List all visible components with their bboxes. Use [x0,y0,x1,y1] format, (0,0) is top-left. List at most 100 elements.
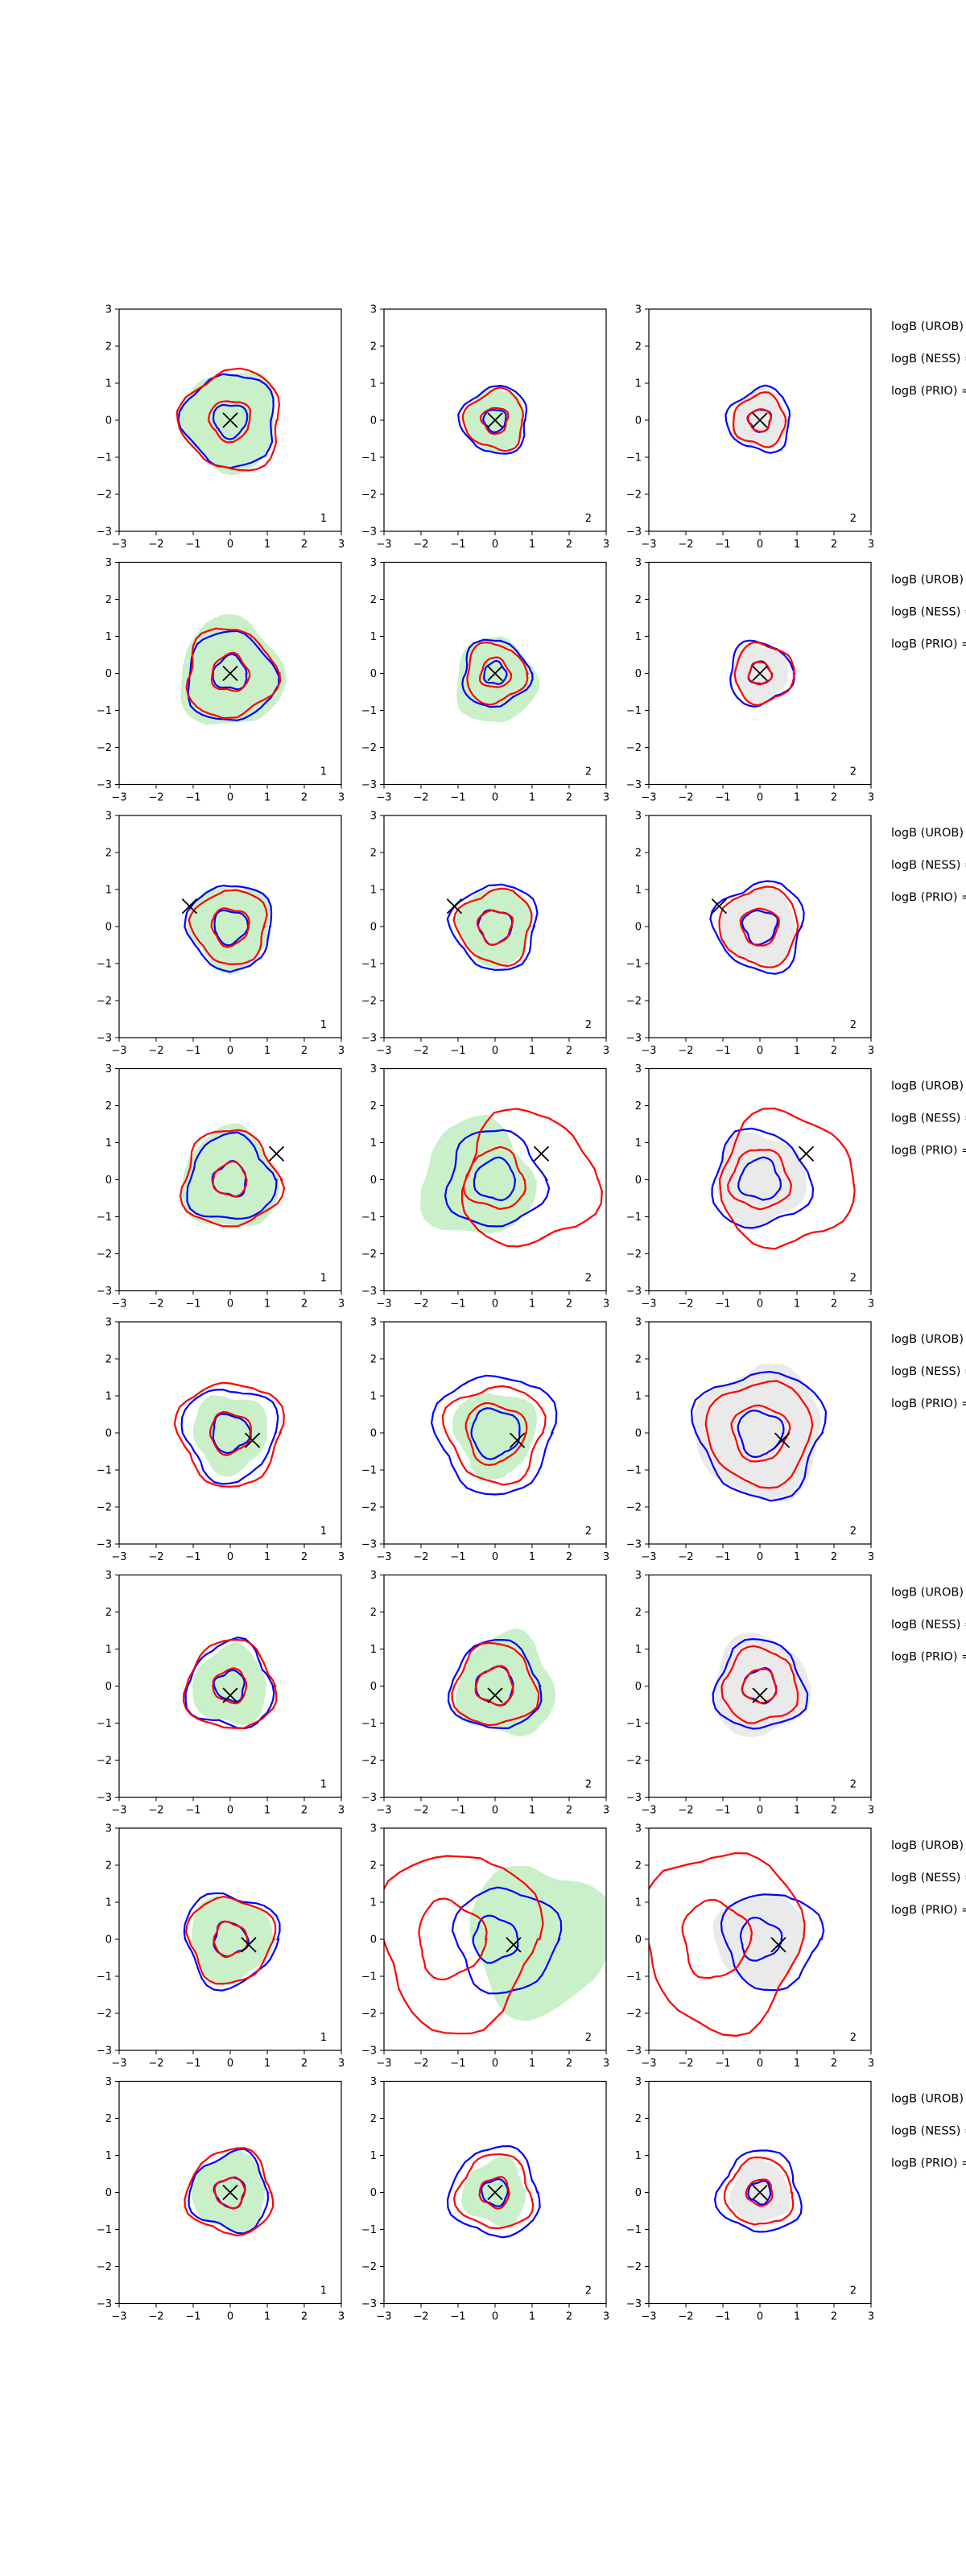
logb-urob-label: logB (UROB) [891,1587,964,1600]
blue-contour [184,884,273,973]
panel-index-label: 1 [320,1273,327,1285]
x-tick-label: 0 [492,1805,498,1817]
x-tick-label: 3 [338,539,345,551]
panel-index-label: 2 [585,1525,592,1538]
x-tick-label: −2 [678,539,693,551]
x-tick-label: 3 [868,792,874,804]
logb-ness-label: logB (NESS) = [891,2125,966,2138]
panel-index-label: 2 [585,2032,592,2044]
red-contour [681,1898,753,1979]
x-tick-label: −2 [148,2311,163,2323]
x-tick-label: 0 [492,2058,498,2070]
red-contour [461,386,525,452]
y-tick-label: −3 [626,779,642,791]
y-tick-label: 0 [370,668,377,680]
logb-ness-label: logB (NESS) = [891,859,966,872]
y-tick-label: −3 [97,1792,112,1804]
logb-ness-label: logB (NESS) = [891,1113,966,1125]
x-tick-label: −3 [376,1805,391,1817]
y-tick-label: 0 [105,2187,112,2199]
panel-r6-c1: −3 −2 −1 0 1 2 3 −3 −2 −1 0 1 2 3 1 [97,1570,345,1817]
x-tick-label: −3 [641,539,656,551]
x-tick-label: 1 [264,1551,270,1563]
y-tick-label: −1 [626,2224,642,2236]
panel-index-label: 2 [850,1525,857,1538]
x-tick-label: −2 [148,1298,163,1311]
red-contour [184,2147,275,2237]
red-contour [207,400,252,444]
logb-prio-label: logB (PRIO) = [891,638,966,651]
y-tick-label: 2 [105,1354,112,1366]
y-tick-label: 0 [370,1428,377,1440]
blue-contour [481,2178,510,2207]
x-tick-label: −3 [111,1805,126,1817]
x-tick-label: 1 [794,539,800,551]
x-tick-label: 0 [227,539,233,551]
x-tick-label: 2 [301,1805,308,1817]
panel-r4-c1: −3 −2 −1 0 1 2 3 −3 −2 −1 0 1 2 3 1 [97,1063,345,1311]
x-tick-label: −3 [376,539,391,551]
x-tick-label: −1 [185,792,200,804]
x-tick-label: −3 [641,792,656,804]
y-tick-label: −1 [361,2224,377,2236]
x-tick-label: −3 [111,1551,126,1563]
x-tick-label: −1 [185,1045,200,1057]
red-contour [185,627,282,720]
x-tick-label: −1 [715,1045,730,1057]
y-tick-label: 2 [105,1100,112,1113]
red-contour [460,1108,603,1248]
x-tick-label: 1 [264,539,270,551]
true-value-marker [446,898,463,914]
y-tick-label: −2 [361,996,377,1008]
blue-contour [457,384,528,455]
y-tick-label: 3 [635,1317,642,1329]
x-tick-label: 0 [227,2311,233,2323]
panel-index-label: 2 [585,2285,592,2297]
x-tick-label: −3 [376,1045,391,1057]
blue-contour [186,1131,278,1220]
logb-urob-label: logB (UROB) [891,1333,964,1346]
panel-r7-c3: −3 −2 −1 0 1 2 3 −3 −2 −1 0 1 2 3 2 [626,1823,874,2070]
y-tick-label: −2 [97,489,112,502]
x-tick-label: 3 [338,2311,345,2323]
panel-index-label: 1 [320,1019,327,1031]
x-tick-label: −1 [185,1805,200,1817]
x-tick-label: 2 [566,539,572,551]
y-tick-label: 1 [105,1897,112,1909]
row-3-logb-labels: logB (UROB) logB (NESS) = logB (PRIO) = [891,827,966,904]
y-tick-label: −3 [361,1792,377,1804]
y-tick-label: 0 [105,415,112,427]
y-tick-label: −1 [361,1971,377,1984]
true-value-marker [241,1937,257,1953]
y-tick-label: −1 [361,452,377,464]
panel-index-label: 2 [585,766,592,778]
x-tick-label: 2 [566,792,572,804]
x-tick-label: 0 [492,1298,498,1311]
x-tick-label: 2 [831,2058,837,2070]
y-tick-label: −2 [97,742,112,754]
y-tick-label: 2 [635,1860,642,1872]
y-tick-label: −2 [626,1249,642,1261]
red-contour [730,1404,791,1463]
x-tick-label: −1 [185,1551,200,1563]
x-tick-label: 2 [831,2311,837,2323]
y-tick-label: 0 [105,1174,112,1187]
x-tick-label: 0 [757,2058,763,2070]
x-tick-label: 2 [566,1045,572,1057]
x-tick-label: 0 [227,792,233,804]
y-tick-label: −3 [97,2298,112,2310]
y-tick-label: 3 [105,304,112,316]
y-tick-label: 3 [105,1823,112,1835]
x-tick-label: −3 [641,1805,656,1817]
x-tick-label: 0 [757,539,763,551]
x-tick-label: −1 [450,2058,465,2070]
density-fill [192,1896,274,1986]
x-tick-label: −1 [450,1045,465,1057]
red-contour [479,407,510,436]
y-tick-label: 3 [635,557,642,569]
y-tick-label: −3 [626,1033,642,1045]
panel-index-label: 2 [850,1779,857,1791]
true-value-marker [752,2184,768,2201]
density-fill-grey [721,884,796,966]
blue-contour [461,638,534,708]
